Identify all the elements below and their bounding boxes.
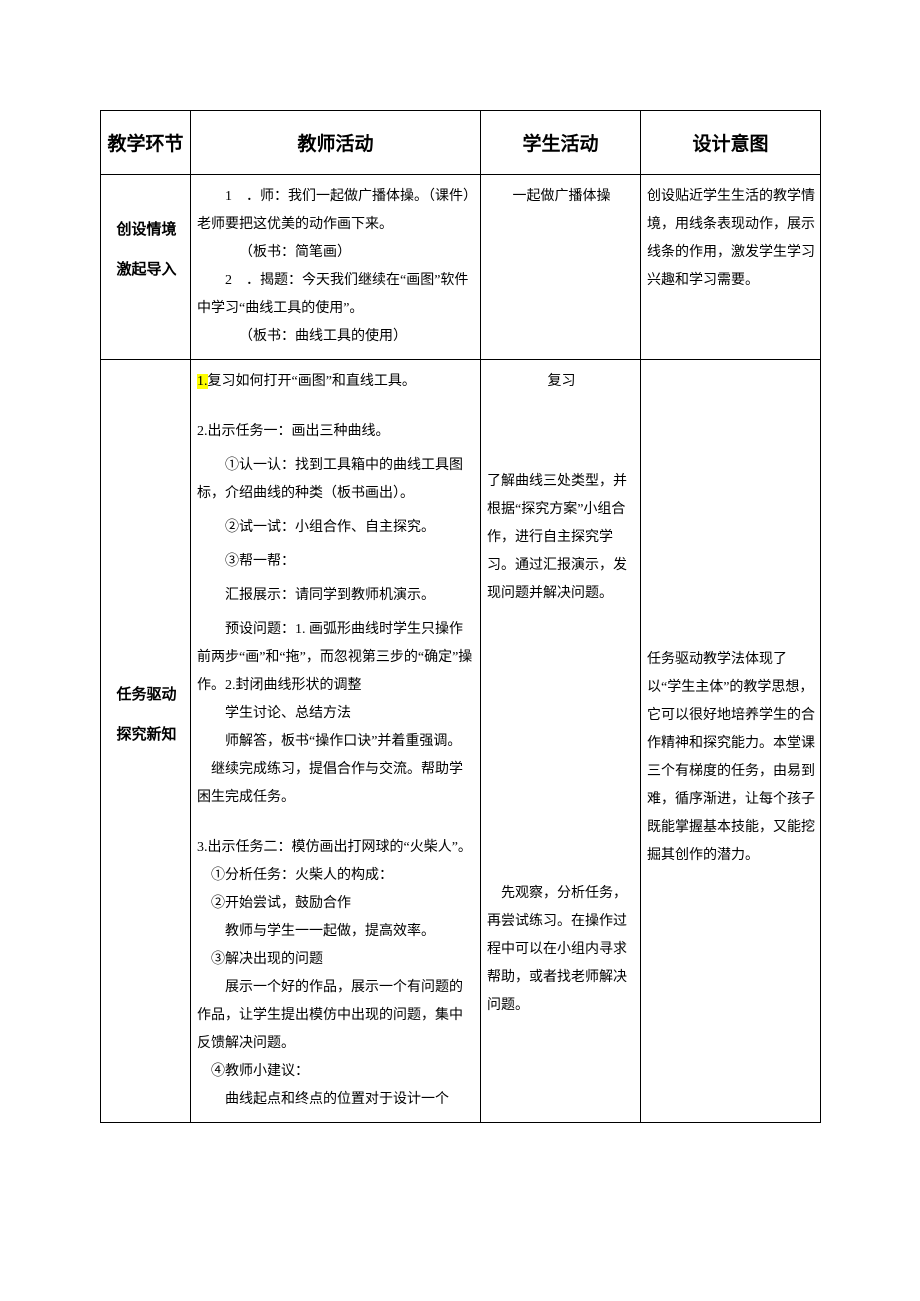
intent-cell: 任务驱动教学法体现了以“学生主体”的教学思想，它可以很好地培养学生的合作精神和探… — [641, 360, 821, 1123]
intent-text: 任务驱动教学法体现了以“学生主体”的教学思想，它可以很好地培养学生的合作精神和探… — [647, 646, 816, 870]
table-row: 任务驱动 探究新知 1.复习如何打开“画图”和直线工具。 2.出示任务一：画出三… — [101, 360, 821, 1123]
teacher-text: ③帮一帮： — [197, 548, 476, 576]
teacher-text: 曲线起点和终点的位置对于设计一个 — [197, 1086, 476, 1114]
teacher-text: ②试一试：小组合作、自主探究。 — [197, 514, 476, 542]
table-row: 创设情境 激起导入 1 ．师：我们一起做广播体操。（课件）老师要把这优美的动作画… — [101, 175, 821, 360]
student-text: 了解曲线三处类型，并根据“探究方案”小组合作，进行自主探究学习。通过汇报演示，发… — [487, 468, 636, 608]
student-cell: 复习 了解曲线三处类型，并根据“探究方案”小组合作，进行自主探究学习。通过汇报演… — [481, 360, 641, 1123]
teacher-text: 继续完成练习，提倡合作与交流。帮助学困生完成任务。 — [197, 756, 476, 812]
intent-text: 创设贴近学生生活的教学情境，用线条表现动作，展示线条的作用，激发学生学习兴趣和学… — [647, 189, 815, 288]
header-teacher: 教师活动 — [191, 111, 481, 175]
teacher-text: 展示一个好的作品，展示一个有问题的作品，让学生提出模仿中出现的问题，集中反馈解决… — [197, 974, 476, 1058]
header-intent: 设计意图 — [641, 111, 821, 175]
teacher-text: ①认一认：找到工具箱中的曲线工具图标，介绍曲线的种类（板书画出）。 — [197, 452, 476, 508]
student-text: 一起做广播体操 — [513, 189, 611, 204]
table-header-row: 教学环节 教师活动 学生活动 设计意图 — [101, 111, 821, 175]
teacher-text: ④教师小建议： — [197, 1058, 476, 1086]
stage-line1: 任务驱动 — [107, 680, 186, 710]
teacher-text: 汇报展示：请同学到教师机演示。 — [197, 582, 476, 610]
intent-cell: 创设贴近学生生活的教学情境，用线条表现动作，展示线条的作用，激发学生学习兴趣和学… — [641, 175, 821, 360]
teacher-text: 1 ．师：我们一起做广播体操。（课件）老师要把这优美的动作画下来。 — [197, 183, 476, 239]
teacher-text: ②开始尝试，鼓励合作 — [197, 890, 476, 918]
teacher-text: （板书：曲线工具的使用） — [197, 323, 476, 351]
teacher-text: ①分析任务：火柴人的构成： — [197, 862, 476, 890]
teacher-text: 学生讨论、总结方法 — [197, 700, 476, 728]
header-student: 学生活动 — [481, 111, 641, 175]
header-stage: 教学环节 — [101, 111, 191, 175]
lesson-plan-table: 教学环节 教师活动 学生活动 设计意图 创设情境 激起导入 1 ．师：我们一起做… — [100, 110, 821, 1123]
teacher-text: 2 ．揭题：今天我们继续在“画图”软件中学习“曲线工具的使用”。 — [197, 267, 476, 323]
teacher-text: 师解答，板书“操作口诀”并着重强调。 — [197, 728, 476, 756]
student-text: 先观察，分析任务，再尝试练习。在操作过程中可以在小组内寻求帮助，或者找老师解决问… — [487, 880, 636, 1020]
teacher-cell: 1.复习如何打开“画图”和直线工具。 2.出示任务一：画出三种曲线。 ①认一认：… — [191, 360, 481, 1123]
teacher-text: 3.出示任务二：模仿画出打网球的“火柴人”。 — [197, 834, 476, 862]
student-cell: 一起做广播体操 — [481, 175, 641, 360]
student-text: 复习 — [487, 368, 636, 396]
stage-line1: 创设情境 — [107, 215, 186, 245]
stage-line2: 激起导入 — [107, 255, 186, 285]
highlighted-text: 1. — [197, 374, 208, 389]
teacher-cell: 1 ．师：我们一起做广播体操。（课件）老师要把这优美的动作画下来。 （板书：简笔… — [191, 175, 481, 360]
teacher-text: 2.出示任务一：画出三种曲线。 — [197, 418, 476, 446]
stage-cell: 创设情境 激起导入 — [101, 175, 191, 360]
stage-cell: 任务驱动 探究新知 — [101, 360, 191, 1123]
teacher-text: 预设问题：1. 画弧形曲线时学生只操作前两步“画”和“拖”，而忽视第三步的“确定… — [197, 616, 476, 700]
stage-line2: 探究新知 — [107, 720, 186, 750]
teacher-text: 1.复习如何打开“画图”和直线工具。 — [197, 368, 476, 396]
teacher-text: 教师与学生一一起做，提高效率。 — [197, 918, 476, 946]
teacher-text: （板书：简笔画） — [197, 239, 476, 267]
teacher-text: ③解决出现的问题 — [197, 946, 476, 974]
